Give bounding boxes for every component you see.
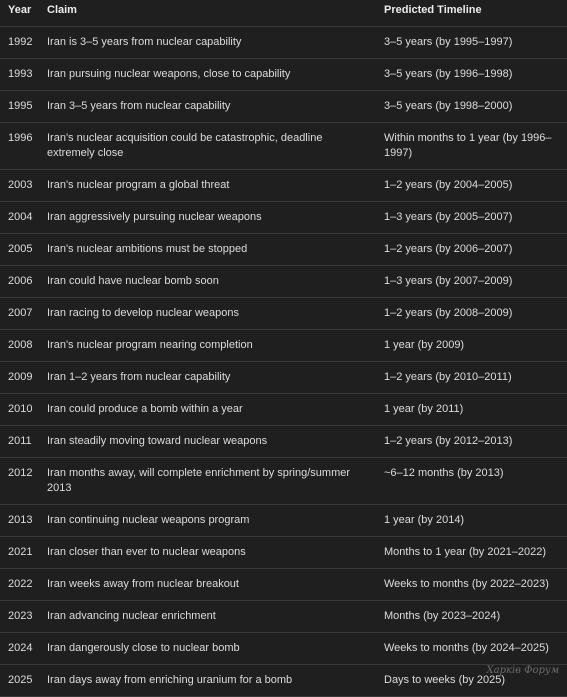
cell-claim: Iran is 3–5 years from nuclear capabilit… bbox=[40, 26, 377, 59]
header-claim[interactable]: Claim bbox=[40, 0, 377, 27]
header-timeline[interactable]: Predicted Timeline bbox=[377, 0, 567, 27]
cell-timeline: Weeks to months (by 2024–2025) bbox=[377, 632, 567, 665]
cell-claim: Iran 3–5 years from nuclear capability bbox=[40, 90, 377, 123]
cell-claim: Iran could have nuclear bomb soon bbox=[40, 265, 377, 298]
cell-year: 2022 bbox=[0, 568, 40, 601]
table-row: 2021 Iran closer than ever to nuclear we… bbox=[0, 536, 567, 569]
table-body: 1992 Iran is 3–5 years from nuclear capa… bbox=[0, 26, 567, 697]
cell-timeline: 1–2 years (by 2004–2005) bbox=[377, 169, 567, 202]
cell-year: 2013 bbox=[0, 504, 40, 537]
cell-claim: Iran closer than ever to nuclear weapons bbox=[40, 536, 377, 569]
cell-claim: Iran 1–2 years from nuclear capability bbox=[40, 361, 377, 394]
header-row: Year Claim Predicted Timeline bbox=[0, 0, 567, 27]
table-row: 2008 Iran's nuclear program nearing comp… bbox=[0, 329, 567, 362]
cell-timeline: 1 year (by 2009) bbox=[377, 329, 567, 362]
table-row: 2009 Iran 1–2 years from nuclear capabil… bbox=[0, 361, 567, 394]
cell-year: 2025 bbox=[0, 664, 40, 697]
cell-year: 1992 bbox=[0, 26, 40, 59]
cell-claim: Iran pursuing nuclear weapons, close to … bbox=[40, 58, 377, 91]
table-row: 1996 Iran's nuclear acquisition could be… bbox=[0, 122, 567, 170]
cell-year: 2021 bbox=[0, 536, 40, 569]
table-row: 2022 Iran weeks away from nuclear breako… bbox=[0, 568, 567, 601]
cell-timeline: 1–2 years (by 2008–2009) bbox=[377, 297, 567, 330]
table-row: 2012 Iran months away, will complete enr… bbox=[0, 457, 567, 505]
table-row: 2010 Iran could produce a bomb within a … bbox=[0, 393, 567, 426]
cell-year: 1996 bbox=[0, 122, 40, 170]
cell-year: 2023 bbox=[0, 600, 40, 633]
cell-claim: Iran's nuclear program a global threat bbox=[40, 169, 377, 202]
table-row: 2024 Iran dangerously close to nuclear b… bbox=[0, 632, 567, 665]
cell-timeline: 1 year (by 2011) bbox=[377, 393, 567, 426]
table-row: 1995 Iran 3–5 years from nuclear capabil… bbox=[0, 90, 567, 123]
cell-year: 2003 bbox=[0, 169, 40, 202]
cell-timeline: 1–2 years (by 2012–2013) bbox=[377, 425, 567, 458]
cell-year: 2006 bbox=[0, 265, 40, 298]
table-header: Year Claim Predicted Timeline bbox=[0, 0, 567, 27]
cell-year: 2005 bbox=[0, 233, 40, 266]
cell-claim: Iran dangerously close to nuclear bomb bbox=[40, 632, 377, 665]
cell-claim: Iran's nuclear program nearing completio… bbox=[40, 329, 377, 362]
cell-timeline: 1–2 years (by 2010–2011) bbox=[377, 361, 567, 394]
cell-year: 2004 bbox=[0, 201, 40, 234]
table-row: 2003 Iran's nuclear program a global thr… bbox=[0, 169, 567, 202]
cell-claim: Iran aggressively pursuing nuclear weapo… bbox=[40, 201, 377, 234]
cell-year: 1995 bbox=[0, 90, 40, 123]
table-row: 2005 Iran's nuclear ambitions must be st… bbox=[0, 233, 567, 266]
cell-timeline: 1–3 years (by 2005–2007) bbox=[377, 201, 567, 234]
table-row: 2013 Iran continuing nuclear weapons pro… bbox=[0, 504, 567, 537]
cell-timeline: 3–5 years (by 1996–1998) bbox=[377, 58, 567, 91]
cell-claim: Iran steadily moving toward nuclear weap… bbox=[40, 425, 377, 458]
table-row: 2007 Iran racing to develop nuclear weap… bbox=[0, 297, 567, 330]
cell-timeline: 1 year (by 2014) bbox=[377, 504, 567, 537]
cell-timeline: Within months to 1 year (by 1996–1997) bbox=[377, 122, 567, 170]
cell-year: 1993 bbox=[0, 58, 40, 91]
cell-year: 2024 bbox=[0, 632, 40, 665]
cell-claim: Iran racing to develop nuclear weapons bbox=[40, 297, 377, 330]
cell-year: 2008 bbox=[0, 329, 40, 362]
cell-claim: Iran could produce a bomb within a year bbox=[40, 393, 377, 426]
cell-claim: Iran advancing nuclear enrichment bbox=[40, 600, 377, 633]
cell-timeline: ~6–12 months (by 2013) bbox=[377, 457, 567, 505]
cell-claim: Iran weeks away from nuclear breakout bbox=[40, 568, 377, 601]
cell-timeline: Months (by 2023–2024) bbox=[377, 600, 567, 633]
table-row: 1993 Iran pursuing nuclear weapons, clos… bbox=[0, 58, 567, 91]
cell-timeline: Months to 1 year (by 2021–2022) bbox=[377, 536, 567, 569]
cell-timeline: 3–5 years (by 1998–2000) bbox=[377, 90, 567, 123]
table-row: 1992 Iran is 3–5 years from nuclear capa… bbox=[0, 26, 567, 59]
table-row: 2023 Iran advancing nuclear enrichment M… bbox=[0, 600, 567, 633]
cell-year: 2011 bbox=[0, 425, 40, 458]
watermark: Харків Форум bbox=[486, 665, 559, 676]
cell-year: 2007 bbox=[0, 297, 40, 330]
cell-timeline: 1–2 years (by 2006–2007) bbox=[377, 233, 567, 266]
cell-claim: Iran's nuclear ambitions must be stopped bbox=[40, 233, 377, 266]
cell-claim: Iran days away from enriching uranium fo… bbox=[40, 664, 377, 697]
header-year[interactable]: Year bbox=[0, 0, 40, 27]
cell-year: 2009 bbox=[0, 361, 40, 394]
cell-year: 2010 bbox=[0, 393, 40, 426]
cell-timeline: 1–3 years (by 2007–2009) bbox=[377, 265, 567, 298]
cell-claim: Iran continuing nuclear weapons program bbox=[40, 504, 377, 537]
table-row: 2025 Iran days away from enriching urani… bbox=[0, 664, 567, 697]
cell-claim: Iran's nuclear acquisition could be cata… bbox=[40, 122, 377, 170]
table-row: 2006 Iran could have nuclear bomb soon 1… bbox=[0, 265, 567, 298]
cell-year: 2012 bbox=[0, 457, 40, 505]
cell-claim: Iran months away, will complete enrichme… bbox=[40, 457, 377, 505]
table-row: 2011 Iran steadily moving toward nuclear… bbox=[0, 425, 567, 458]
cell-timeline: 3–5 years (by 1995–1997) bbox=[377, 26, 567, 59]
table-row: 2004 Iran aggressively pursuing nuclear … bbox=[0, 201, 567, 234]
cell-timeline: Weeks to months (by 2022–2023) bbox=[377, 568, 567, 601]
